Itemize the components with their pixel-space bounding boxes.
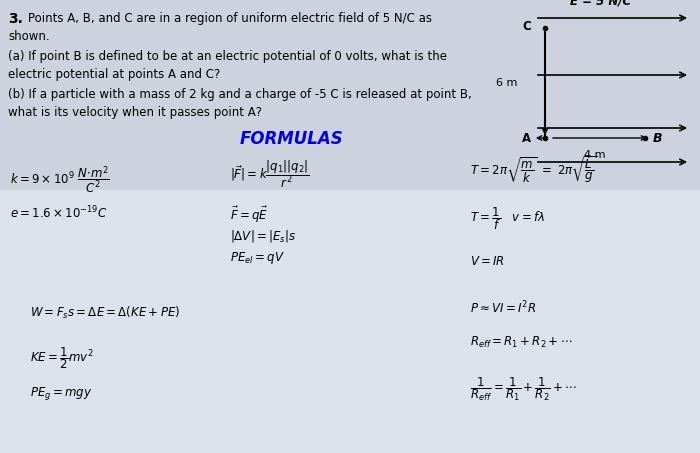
Text: $V=IR$: $V=IR$ (470, 255, 505, 268)
Text: $e=1.6\times10^{-19}C$: $e=1.6\times10^{-19}C$ (10, 205, 108, 222)
Text: $\vec{F}=q\vec{E}$: $\vec{F}=q\vec{E}$ (230, 205, 268, 225)
Text: (b) If a particle with a mass of 2 kg and a charge of -5 C is released at point : (b) If a particle with a mass of 2 kg an… (8, 88, 472, 101)
Text: A: A (522, 131, 531, 145)
Text: Points A, B, and C are in a region of uniform electric field of 5 N/C as: Points A, B, and C are in a region of un… (28, 12, 432, 25)
Text: $PE_{el}=qV$: $PE_{el}=qV$ (230, 250, 285, 266)
Text: FORMULAS: FORMULAS (240, 130, 344, 148)
Text: C: C (522, 19, 531, 33)
Text: $KE=\dfrac{1}{2}mv^{2}$: $KE=\dfrac{1}{2}mv^{2}$ (30, 345, 94, 371)
Text: $PE_{g}=mgy$: $PE_{g}=mgy$ (30, 385, 92, 402)
Text: (a) If point B is defined to be at an electric potential of 0 volts, what is the: (a) If point B is defined to be at an el… (8, 50, 447, 63)
Text: what is its velocity when it passes point A?: what is its velocity when it passes poin… (8, 106, 262, 119)
Bar (0, 190, 700, 453)
Text: 3.: 3. (8, 12, 23, 26)
Text: shown.: shown. (8, 30, 50, 43)
Text: $R_{eff}=R_{1}+R_{2}+\cdots$: $R_{eff}=R_{1}+R_{2}+\cdots$ (470, 335, 573, 350)
Text: $|\vec{F}|=k\dfrac{|q_{1}||q_{2}|}{r^{2}}$: $|\vec{F}|=k\dfrac{|q_{1}||q_{2}|}{r^{2}… (230, 158, 310, 190)
Text: $\dfrac{1}{R_{eff}}=\dfrac{1}{R_{1}}+\dfrac{1}{R_{2}}+\cdots$: $\dfrac{1}{R_{eff}}=\dfrac{1}{R_{1}}+\df… (470, 375, 577, 403)
Text: $T=\dfrac{1}{f}\quad v=f\lambda$: $T=\dfrac{1}{f}\quad v=f\lambda$ (470, 205, 545, 231)
Text: $k=9\times10^{9}\ \dfrac{N{\cdot}m^{2}}{C^{2}}$: $k=9\times10^{9}\ \dfrac{N{\cdot}m^{2}}{… (10, 165, 110, 197)
Text: B: B (653, 131, 662, 145)
Text: $P\approx VI=I^{2}R$: $P\approx VI=I^{2}R$ (470, 300, 536, 317)
Text: 4 m: 4 m (584, 150, 606, 160)
Text: E = 5 N/C: E = 5 N/C (570, 0, 631, 8)
Text: 6 m: 6 m (496, 78, 517, 88)
Text: $W=F_{s}s=\Delta E=\Delta(KE+PE)$: $W=F_{s}s=\Delta E=\Delta(KE+PE)$ (30, 305, 180, 321)
Text: $|\Delta V|=|E_{s}|s$: $|\Delta V|=|E_{s}|s$ (230, 228, 296, 244)
Text: $T=2\pi\sqrt{\dfrac{m}{k}}\ =\ 2\pi\sqrt{\dfrac{L}{g}}$: $T=2\pi\sqrt{\dfrac{m}{k}}\ =\ 2\pi\sqrt… (470, 155, 597, 185)
Text: electric potential at points A and C?: electric potential at points A and C? (8, 68, 220, 81)
